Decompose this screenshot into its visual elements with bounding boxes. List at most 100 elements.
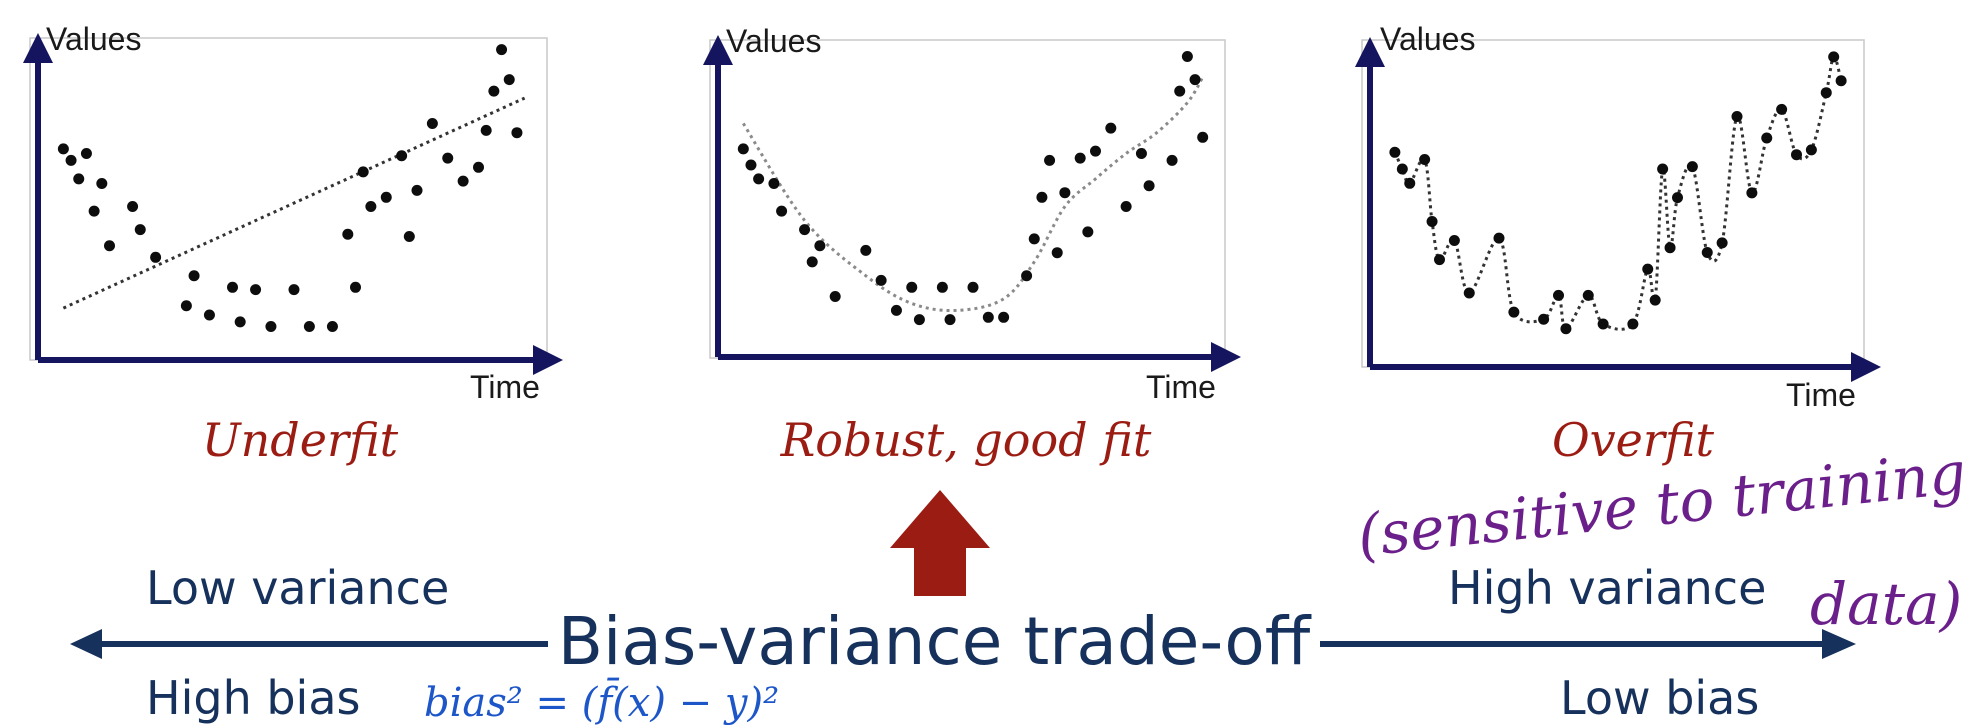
data-point <box>96 177 108 189</box>
data-point <box>234 316 246 328</box>
chart-marks <box>1389 51 1847 335</box>
data-point <box>57 143 69 155</box>
data-point <box>1074 152 1086 164</box>
chart-marks <box>57 44 526 333</box>
data-point <box>1672 192 1683 204</box>
data-point <box>1082 226 1094 238</box>
data-point <box>1791 149 1802 161</box>
tradeoff-title: Bias-variance trade-off <box>558 603 1312 680</box>
label-high-bias: High bias <box>146 671 360 725</box>
x-axis-label: Time <box>1146 369 1216 405</box>
data-point <box>488 85 500 97</box>
tradeoff-axis: Bias-variance trade-off Low variance Hig… <box>70 561 1856 725</box>
data-point <box>1731 111 1743 123</box>
data-point <box>1553 289 1564 301</box>
data-point <box>1090 145 1101 157</box>
data-point <box>1166 154 1178 166</box>
data-point <box>350 281 361 293</box>
data-point <box>768 177 780 189</box>
data-point <box>1642 263 1654 275</box>
data-point <box>303 321 315 333</box>
data-point <box>1560 323 1572 335</box>
data-point <box>1664 242 1676 254</box>
data-point <box>380 191 392 203</box>
data-point <box>188 270 200 282</box>
chart-title-underfit: Underfit <box>202 413 399 467</box>
data-point <box>906 281 918 293</box>
data-point <box>1686 161 1698 173</box>
left-arrow-icon <box>70 629 102 659</box>
label-low-bias: Low bias <box>1560 671 1759 725</box>
data-point <box>1820 87 1832 99</box>
data-point <box>1021 270 1033 282</box>
up-arrow-icon <box>890 490 990 596</box>
data-point <box>753 173 765 185</box>
data-point <box>1627 318 1639 330</box>
data-point <box>1649 294 1661 306</box>
data-point <box>1135 147 1147 159</box>
data-point <box>875 274 887 286</box>
data-point <box>1746 187 1758 199</box>
data-point <box>982 311 994 323</box>
data-point <box>1761 132 1773 144</box>
data-point <box>411 184 423 196</box>
data-point <box>80 147 92 159</box>
annotation-sensitive-line2: data) <box>1810 570 1962 638</box>
data-point <box>1426 215 1438 227</box>
data-point <box>1828 51 1840 63</box>
data-point <box>1463 287 1475 299</box>
data-point <box>1051 247 1063 259</box>
data-point <box>913 314 925 326</box>
data-point <box>73 173 85 185</box>
data-point <box>1805 144 1817 156</box>
data-point <box>890 304 902 316</box>
chart-good-fit: Values Time Robust, good fit <box>703 23 1241 467</box>
data-point <box>365 201 377 213</box>
data-point <box>104 240 115 252</box>
data-point <box>1036 191 1048 203</box>
data-point <box>1197 131 1209 143</box>
chart-title-overfit: Overfit <box>1552 413 1715 467</box>
data-point <box>1716 237 1728 249</box>
data-point <box>496 44 508 56</box>
data-point <box>1105 122 1117 134</box>
data-point <box>936 281 948 293</box>
data-point <box>503 74 515 86</box>
data-point <box>180 300 192 312</box>
y-axis-label: Values <box>1380 21 1475 57</box>
data-point <box>1028 233 1040 245</box>
data-point <box>150 251 162 263</box>
data-point <box>1189 74 1201 86</box>
data-point <box>1059 187 1071 199</box>
data-point <box>776 205 788 217</box>
data-point <box>326 321 338 333</box>
data-point <box>1508 306 1520 318</box>
plot-frame <box>1361 39 1865 368</box>
data-point <box>88 205 100 217</box>
data-point <box>737 143 749 155</box>
y-axis-label: Values <box>46 21 141 57</box>
right-arrow-icon <box>1822 629 1856 659</box>
chart-underfit: Values Time Underfit <box>23 21 563 467</box>
data-point <box>426 117 438 129</box>
data-point <box>227 281 238 293</box>
data-point <box>288 284 300 296</box>
data-point <box>473 161 484 173</box>
plot-frame <box>29 37 548 361</box>
data-point <box>1181 51 1193 63</box>
label-low-variance: Low variance <box>146 561 449 615</box>
x-axis-label: Time <box>1786 377 1856 413</box>
data-point <box>799 224 811 236</box>
data-point <box>1835 75 1847 87</box>
data-point <box>745 159 757 171</box>
annotation-bias-formula: bias² = (f̄(x) − y)² <box>424 677 779 726</box>
data-point <box>814 240 826 252</box>
fit-line <box>742 76 1204 313</box>
data-point <box>1174 85 1186 97</box>
data-point <box>127 201 139 213</box>
data-point <box>357 166 369 178</box>
data-point <box>1143 180 1155 192</box>
fit-line <box>1393 55 1843 331</box>
data-point <box>1389 146 1401 158</box>
